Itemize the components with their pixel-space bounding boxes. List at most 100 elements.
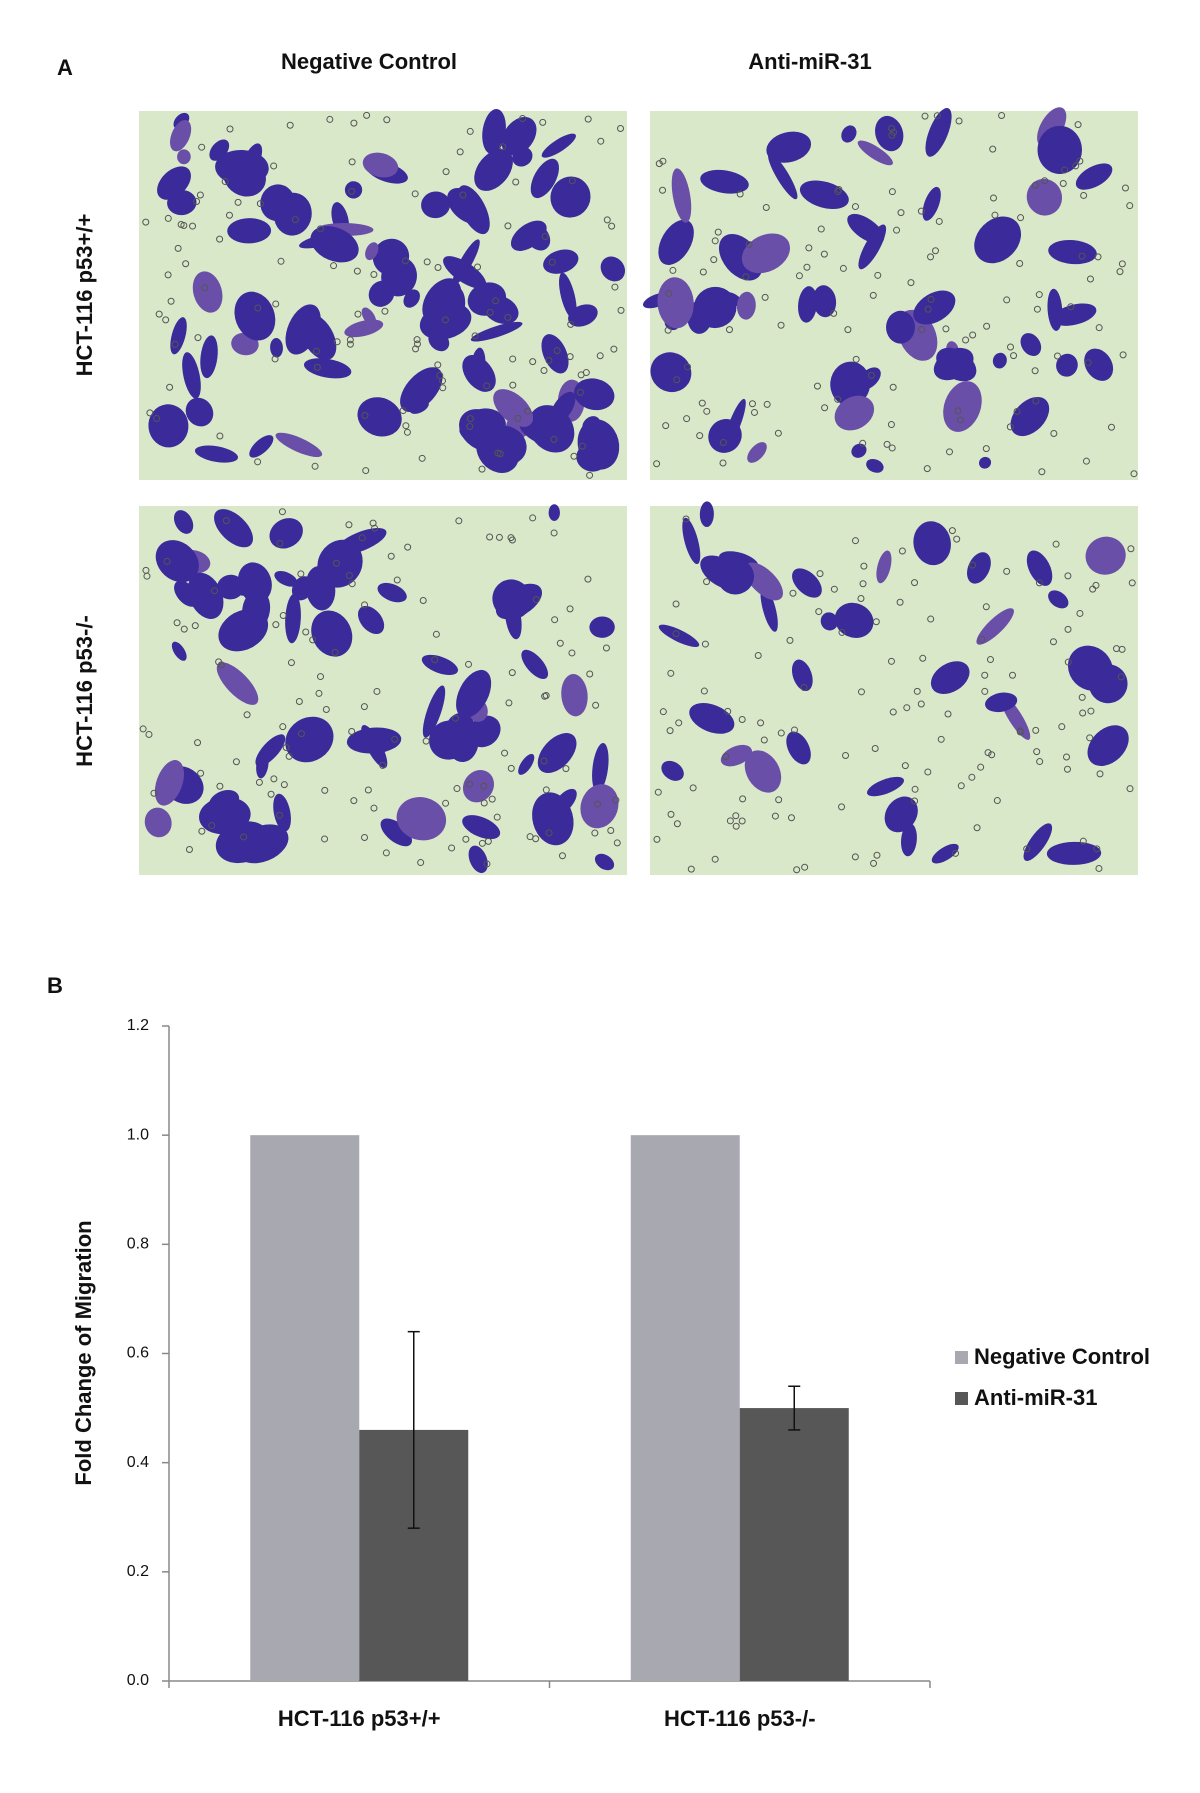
cell: [227, 218, 272, 244]
pore: [164, 271, 172, 279]
pore: [459, 191, 467, 199]
pore: [1126, 202, 1134, 210]
pore: [901, 762, 909, 770]
pore: [413, 340, 421, 348]
pore: [568, 177, 576, 185]
cell: [273, 192, 312, 236]
pore: [988, 751, 996, 759]
cell: [974, 216, 1022, 264]
pore: [736, 190, 744, 198]
pore: [216, 782, 224, 790]
pore: [541, 692, 549, 700]
pore: [371, 524, 379, 532]
pore: [1121, 184, 1129, 192]
pore: [948, 527, 956, 535]
pore: [345, 521, 353, 529]
pore: [983, 322, 991, 330]
pore: [813, 382, 821, 390]
cell: [361, 725, 388, 769]
pore: [719, 439, 727, 447]
pore: [451, 714, 459, 722]
pore: [282, 743, 290, 751]
y-tick-label: 0.0: [127, 1672, 149, 1689]
cell: [234, 291, 276, 341]
pore: [594, 800, 602, 808]
pore: [700, 687, 708, 695]
pore: [422, 737, 430, 745]
cell: [241, 143, 263, 178]
cell: [311, 610, 353, 657]
cell: [270, 337, 283, 358]
cell: [170, 119, 192, 152]
pore: [687, 865, 695, 873]
pore: [278, 508, 286, 516]
cell: [786, 731, 811, 765]
cell: [530, 158, 560, 199]
pore: [889, 383, 897, 391]
y-tick-label: 0.4: [127, 1454, 149, 1471]
pore: [838, 628, 846, 636]
pore: [982, 445, 990, 453]
cell: [561, 674, 588, 717]
cell: [543, 249, 579, 274]
cell: [273, 793, 291, 832]
pore: [859, 439, 867, 447]
cell: [194, 445, 239, 463]
pore: [689, 784, 697, 792]
pore: [917, 700, 925, 708]
cell: [876, 550, 892, 584]
pore: [509, 355, 517, 363]
pore: [279, 723, 287, 731]
pore: [494, 449, 502, 457]
pore: [842, 752, 850, 760]
cell: [218, 609, 269, 652]
cell: [979, 456, 992, 469]
cell: [798, 286, 818, 323]
cell: [857, 367, 881, 391]
cell: [144, 807, 172, 838]
pore: [483, 860, 491, 868]
cell: [976, 608, 1014, 645]
pore: [1076, 157, 1084, 165]
pore: [142, 218, 150, 226]
panel-label: A: [57, 55, 73, 80]
pore: [545, 829, 553, 837]
cell: [357, 605, 385, 635]
pore: [1009, 671, 1017, 679]
pore: [984, 749, 992, 757]
pore: [222, 517, 230, 525]
pore: [1107, 423, 1115, 431]
cell: [285, 593, 301, 644]
pore: [871, 745, 879, 753]
pore: [545, 356, 553, 364]
pore: [732, 822, 740, 830]
pore: [361, 833, 369, 841]
pore: [719, 459, 727, 467]
pore: [364, 786, 372, 794]
x-tick-label: HCT-116 p53+/+: [278, 1706, 441, 1731]
pore: [431, 656, 439, 664]
pore: [675, 719, 683, 727]
pore: [1033, 305, 1041, 313]
cell: [1056, 353, 1078, 377]
pore: [1063, 753, 1071, 761]
pore: [391, 735, 399, 743]
pore: [456, 148, 464, 156]
pore: [350, 119, 358, 127]
cell: [682, 517, 701, 565]
pore: [480, 799, 488, 807]
pore: [835, 185, 843, 193]
pore: [673, 820, 681, 828]
cell: [422, 685, 446, 738]
pore: [438, 377, 446, 385]
pore: [771, 812, 779, 820]
pore: [570, 452, 578, 460]
cell: [462, 815, 501, 840]
pore: [1082, 457, 1090, 465]
cell: [658, 624, 700, 648]
pore: [331, 648, 339, 656]
pore: [215, 658, 223, 666]
pore: [321, 835, 329, 843]
cell: [357, 397, 402, 437]
cell: [657, 277, 694, 329]
